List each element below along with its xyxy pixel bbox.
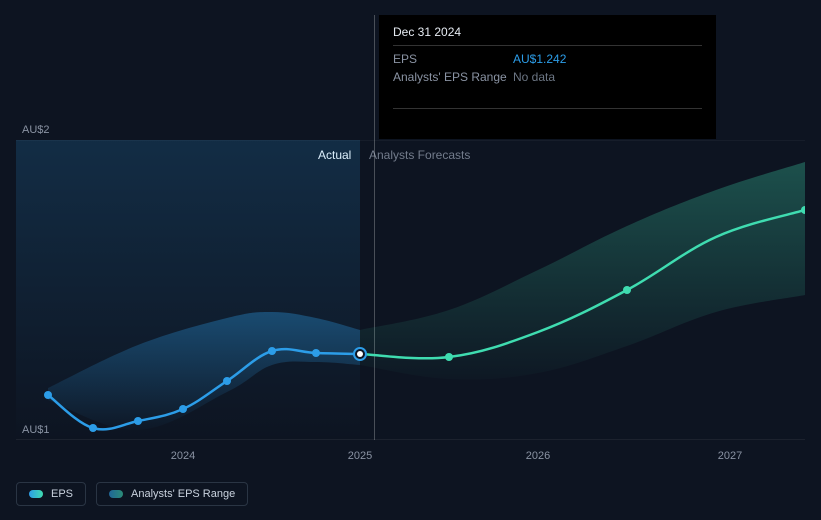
legend-swatch-icon [29,490,43,498]
legend-label: Analysts' EPS Range [131,488,235,500]
chart-legend: EPS Analysts' EPS Range [16,482,248,506]
tooltip-key: EPS [393,52,513,66]
tooltip-row: Analysts' EPS RangeNo data [393,68,702,86]
x-axis-label: 2025 [348,450,372,462]
data-point[interactable] [179,405,187,413]
eps-chart: AU$1AU$2 Actual Analysts Forecasts [16,0,805,520]
data-point[interactable] [445,353,453,361]
legend-swatch-icon [109,490,123,498]
data-point[interactable] [223,377,231,385]
chart-plot [16,140,805,440]
data-point[interactable] [623,286,631,294]
x-axis-label: 2024 [171,450,195,462]
data-point[interactable] [89,424,97,432]
tooltip-value: AU$1.242 [513,52,566,66]
data-point[interactable] [44,391,52,399]
data-point[interactable] [268,347,276,355]
chart-tooltip: Dec 31 2024 EPSAU$1.242Analysts' EPS Ran… [379,15,716,139]
legend-label: EPS [51,488,73,500]
legend-item[interactable]: EPS [16,482,86,506]
data-point[interactable] [312,349,320,357]
tooltip-row: EPSAU$1.242 [393,50,702,68]
y-axis-label: AU$2 [22,124,50,136]
x-axis-label: 2026 [526,450,550,462]
tooltip-value: No data [513,70,555,84]
legend-item[interactable]: Analysts' EPS Range [96,482,248,506]
tooltip-key: Analysts' EPS Range [393,70,513,84]
tooltip-date: Dec 31 2024 [393,25,702,46]
x-axis-label: 2027 [718,450,742,462]
data-point[interactable] [134,417,142,425]
